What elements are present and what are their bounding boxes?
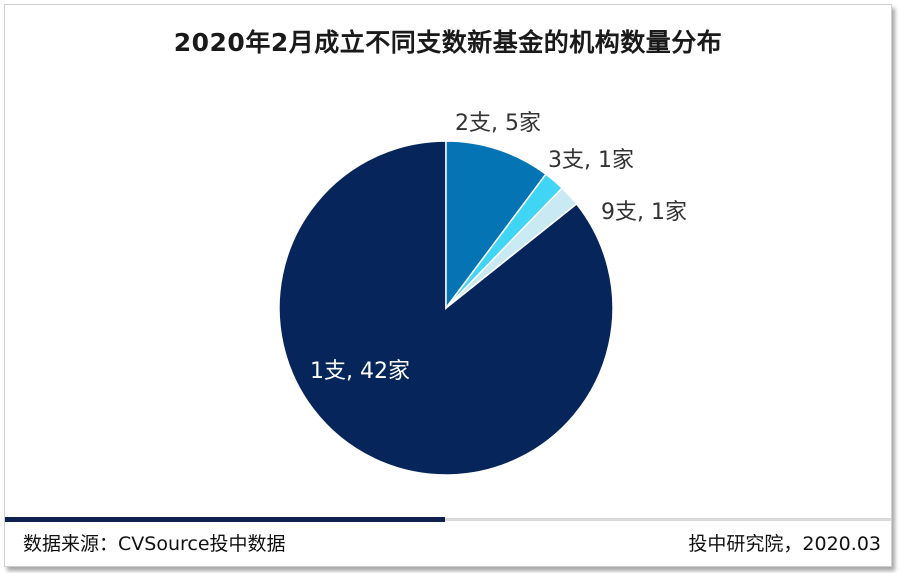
chart-frame: 2020年2月成立不同支数新基金的机构数量分布 1支, 42家 2支, 5家 3支,… bbox=[4, 4, 892, 567]
footer-divider-accent bbox=[5, 517, 445, 522]
pie-slice-4 bbox=[445, 186, 578, 309]
data-label-3: 3支, 1家 bbox=[548, 148, 634, 173]
footer-divider-light bbox=[5, 518, 891, 521]
data-label-1: 1支, 42家 bbox=[310, 359, 410, 384]
pie-chart: 1支, 42家 2支, 5家 3支, 1家 9支, 1家 bbox=[278, 111, 687, 476]
footer-org-date: 投中研究院，2020.03 bbox=[688, 533, 881, 555]
data-label-4: 9支, 1家 bbox=[601, 200, 687, 225]
footer-source: 数据来源：CVSource投中数据 bbox=[23, 533, 286, 555]
pie-slice-2 bbox=[445, 140, 547, 311]
chart-title: 2020年2月成立不同支数新基金的机构数量分布 bbox=[173, 28, 723, 57]
data-label-2: 2支, 5家 bbox=[455, 111, 541, 136]
